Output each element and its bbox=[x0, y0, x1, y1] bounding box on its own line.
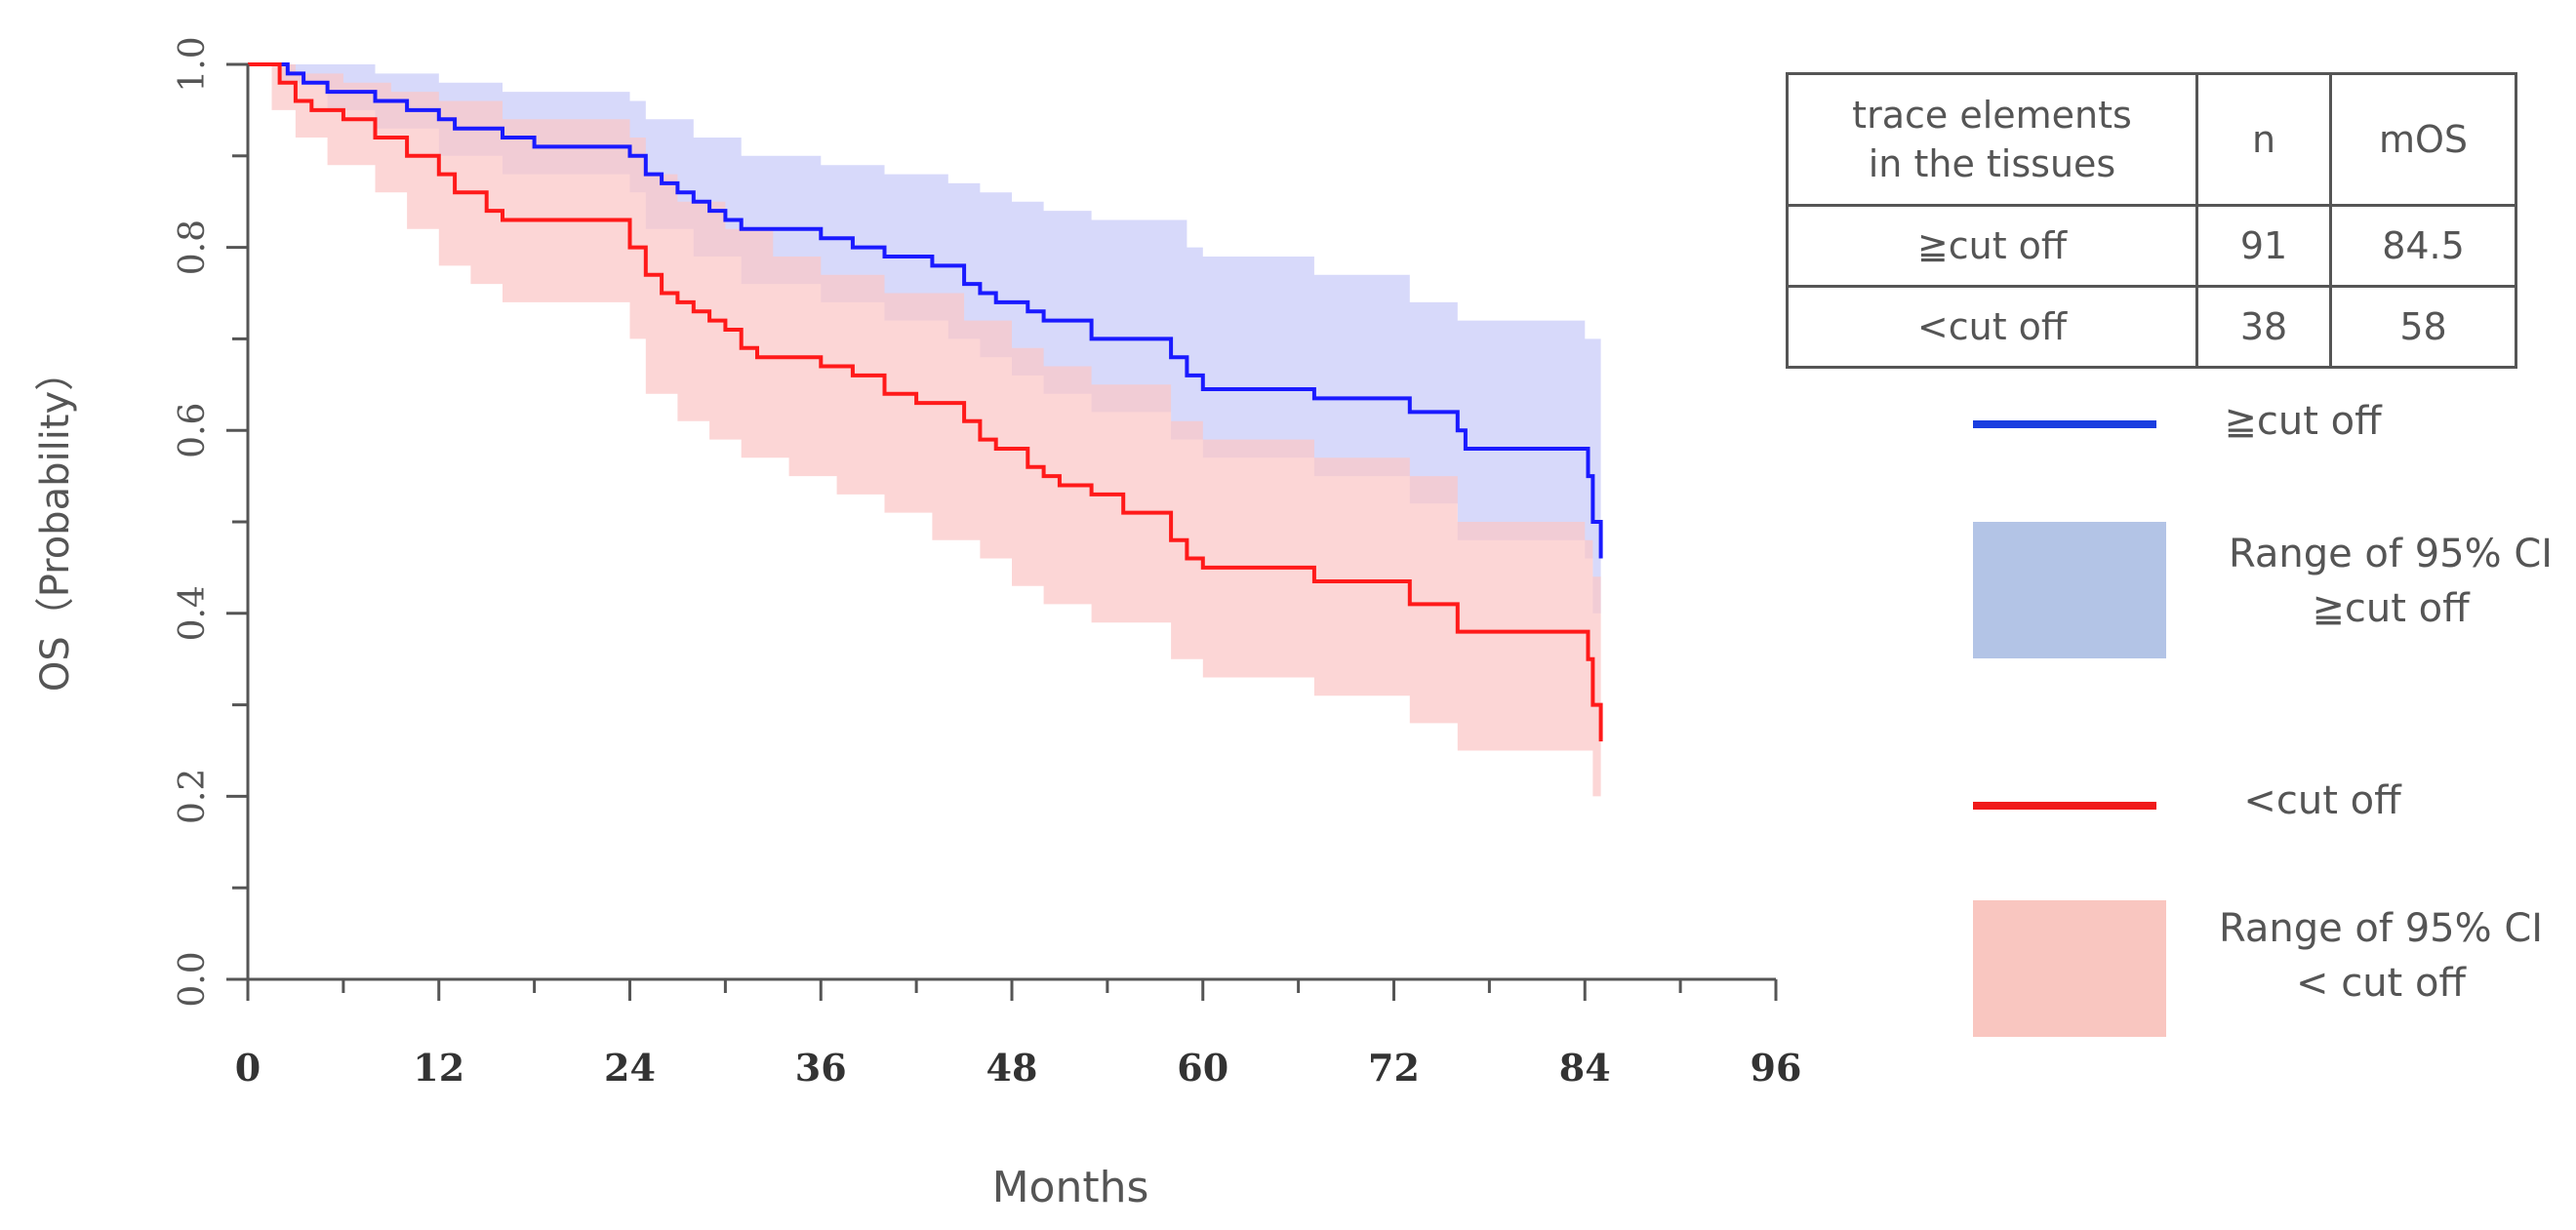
y-ticks: 0.0 0.2 0.4 0.6 0.8 1.0 bbox=[173, 36, 248, 1008]
legend-low-line bbox=[1973, 802, 2156, 810]
table-header-mos: mOS bbox=[2329, 72, 2517, 207]
table-cell-group: <cut off bbox=[1786, 285, 2198, 369]
x-axis-label: Months bbox=[992, 1163, 1149, 1212]
survival-curves bbox=[248, 62, 1603, 742]
table-row: ≧cut off 91 84.5 bbox=[1786, 204, 2517, 288]
table-cell-mos: 84.5 bbox=[2329, 204, 2517, 288]
table-cell-group: ≧cut off bbox=[1786, 204, 2198, 288]
survival-curve-low bbox=[248, 62, 1603, 742]
x-tick-label: 12 bbox=[413, 1046, 464, 1090]
stats-table: trace elements in the tissues n mOS ≧cut… bbox=[1786, 72, 2517, 369]
y-tick-label: 0.4 bbox=[173, 585, 213, 641]
legend-high-label: ≧cut off bbox=[2224, 399, 2382, 444]
table-cell-n: 91 bbox=[2195, 204, 2332, 288]
x-tick-label: 96 bbox=[1751, 1046, 1802, 1090]
legend-low-ci-line2: < cut off bbox=[2295, 961, 2466, 1006]
y-axis-label: OS（Probability） bbox=[33, 352, 78, 692]
legend-low-ci-label: Range of 95% CI < cut off bbox=[2195, 901, 2566, 1011]
x-tick-label: 84 bbox=[1559, 1046, 1611, 1090]
legend-high-ci-line2: ≧cut off bbox=[2312, 586, 2470, 631]
legend-low-ci-swatch bbox=[1973, 900, 2166, 1037]
table-row: <cut off 38 58 bbox=[1786, 285, 2517, 369]
x-tick-label: 24 bbox=[604, 1046, 656, 1090]
table-header-group: trace elements in the tissues bbox=[1786, 72, 2198, 207]
legend-low-ci-line1: Range of 95% CI bbox=[2218, 906, 2544, 951]
table-cell-n: 38 bbox=[2195, 285, 2332, 369]
x-tick-label: 72 bbox=[1368, 1046, 1420, 1090]
table-header-n: n bbox=[2195, 72, 2332, 207]
x-ticks: 0 12 24 36 48 60 72 84 96 bbox=[235, 979, 1802, 1090]
y-tick-label: 0.2 bbox=[173, 769, 213, 824]
legend-high-line bbox=[1973, 420, 2156, 428]
ci-band-low bbox=[248, 64, 1601, 824]
x-tick-label: 60 bbox=[1177, 1046, 1228, 1090]
y-tick-label: 0.0 bbox=[173, 951, 213, 1007]
ci-bands bbox=[248, 64, 1601, 824]
y-tick-label: 0.8 bbox=[173, 219, 213, 275]
legend-low-label: <cut off bbox=[2243, 778, 2401, 823]
y-tick-label: 1.0 bbox=[173, 36, 213, 92]
table-cell-mos: 58 bbox=[2329, 285, 2517, 369]
table-header-row: trace elements in the tissues n mOS bbox=[1786, 72, 2517, 207]
legend-high-ci-swatch bbox=[1973, 522, 2166, 658]
x-tick-label: 48 bbox=[986, 1046, 1038, 1090]
legend-high-ci-line1: Range of 95% CI bbox=[2228, 532, 2554, 576]
x-tick-label: 0 bbox=[235, 1046, 261, 1090]
x-tick-label: 36 bbox=[795, 1046, 847, 1090]
y-tick-label: 0.6 bbox=[173, 403, 213, 458]
survival-curve-high bbox=[248, 62, 1603, 559]
legend-high-ci-label: Range of 95% CI ≧cut off bbox=[2205, 527, 2576, 636]
